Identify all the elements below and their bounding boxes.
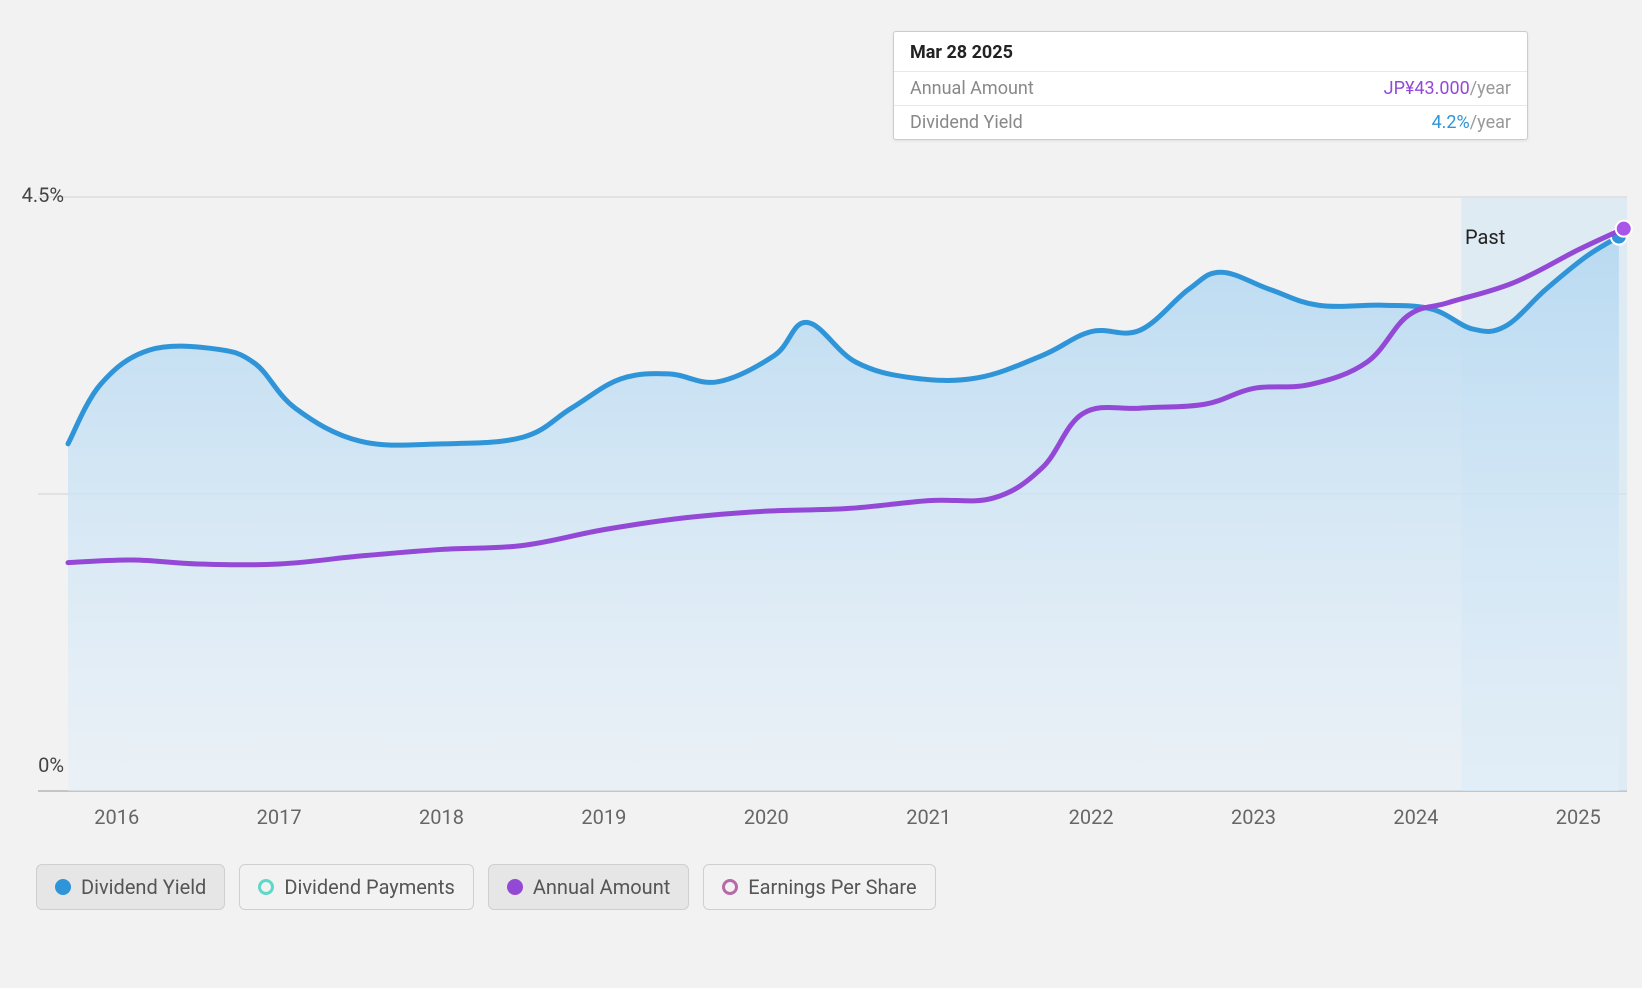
tooltip-row: Dividend Yield4.2%/year	[894, 105, 1527, 139]
chart-legend: Dividend Yield Dividend Payments Annual Am…	[36, 864, 936, 910]
legend-marker-icon	[507, 879, 523, 895]
y-axis-tick: 4.5%	[8, 183, 64, 207]
x-axis-tick: 2020	[744, 805, 789, 829]
chart-container: Mar 28 2025 Annual AmountJP¥43.000/yearD…	[0, 0, 1642, 988]
chart-svg	[0, 0, 1642, 988]
annual-amount-end-marker	[1616, 221, 1632, 237]
tooltip-row-label: Annual Amount	[910, 78, 1384, 99]
x-axis-tick: 2022	[1069, 805, 1114, 829]
x-axis-tick: 2024	[1393, 805, 1438, 829]
past-region-label: Past	[1465, 225, 1505, 249]
tooltip-row: Annual AmountJP¥43.000/year	[894, 71, 1527, 105]
legend-item-label: Dividend Payments	[284, 875, 454, 899]
x-axis-tick: 2025	[1556, 805, 1601, 829]
legend-marker-icon	[258, 879, 274, 895]
y-axis-tick: 0%	[8, 753, 64, 777]
legend-item-label: Annual Amount	[533, 875, 670, 899]
x-axis-tick: 2017	[257, 805, 302, 829]
tooltip-row-label: Dividend Yield	[910, 112, 1432, 133]
x-axis-tick: 2019	[581, 805, 626, 829]
legend-marker-icon	[722, 879, 738, 895]
chart-tooltip: Mar 28 2025 Annual AmountJP¥43.000/yearD…	[893, 31, 1528, 140]
legend-item-dividend-payments[interactable]: Dividend Payments	[239, 864, 473, 910]
legend-item-annual-amount[interactable]: Annual Amount	[488, 864, 689, 910]
tooltip-row-suffix: /year	[1470, 78, 1511, 99]
tooltip-row-suffix: /year	[1470, 112, 1511, 133]
x-axis-tick: 2016	[94, 805, 139, 829]
x-axis-tick: 2023	[1231, 805, 1276, 829]
legend-marker-icon	[55, 879, 71, 895]
legend-item-label: Earnings Per Share	[748, 875, 916, 899]
legend-item-earnings-per-share[interactable]: Earnings Per Share	[703, 864, 935, 910]
dividend-yield-area	[68, 237, 1619, 791]
legend-item-label: Dividend Yield	[81, 875, 206, 899]
legend-item-dividend-yield[interactable]: Dividend Yield	[36, 864, 225, 910]
x-axis-tick: 2018	[419, 805, 464, 829]
tooltip-row-value: 4.2%	[1432, 112, 1470, 133]
tooltip-row-value: JP¥43.000	[1384, 78, 1470, 99]
x-axis-tick: 2021	[906, 805, 951, 829]
tooltip-title: Mar 28 2025	[894, 32, 1527, 71]
